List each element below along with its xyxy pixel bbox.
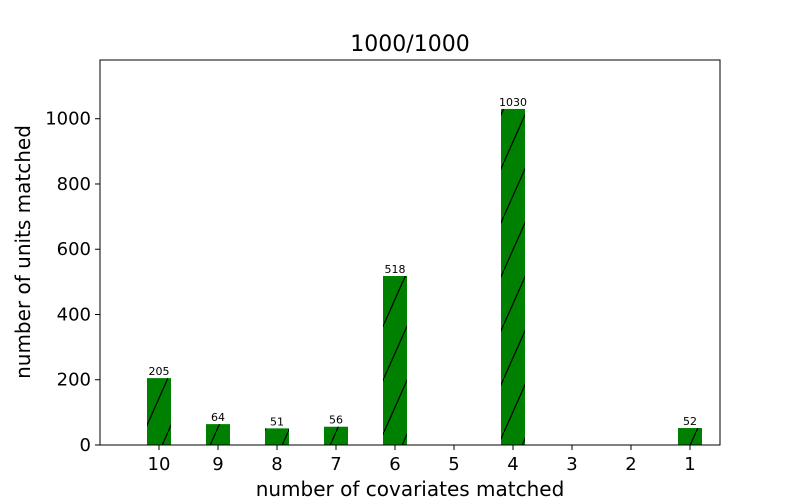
- x-tick-label-6: 6: [389, 454, 400, 475]
- data-label-9: 64: [211, 411, 225, 424]
- x-axis-label: number of covariates matched: [256, 477, 565, 500]
- y-tick-label-400: 400: [57, 304, 91, 325]
- data-label-6: 518: [385, 263, 406, 276]
- bars-layer: [147, 108, 702, 446]
- x-tick-label-4: 4: [507, 454, 518, 475]
- bar-hatch-10: [147, 378, 171, 445]
- y-axis-label: number of units matched: [11, 125, 35, 379]
- x-tick-label-10: 10: [148, 454, 171, 475]
- data-label-4: 1030: [499, 96, 527, 109]
- y-tick-label-0: 0: [80, 435, 91, 456]
- x-tick-label-8: 8: [271, 454, 282, 475]
- data-label-7: 56: [329, 414, 343, 427]
- plot-frame: [99, 59, 721, 446]
- x-tick-label-9: 9: [212, 454, 223, 475]
- data-label-10: 205: [149, 365, 170, 378]
- y-tick-label-1000: 1000: [45, 109, 91, 130]
- data-label-1: 52: [683, 415, 697, 428]
- chart-title: 1000/1000: [350, 32, 469, 57]
- bar-hatch-9: [206, 424, 230, 445]
- bar-hatch-6: [383, 275, 407, 445]
- y-tick-label-800: 800: [57, 174, 91, 195]
- y-tick-label-600: 600: [57, 239, 91, 260]
- y-axis: 0 200 400 600 800 1000: [45, 109, 100, 456]
- bar-hatch-4: [501, 108, 525, 446]
- bar-hatch-8: [265, 428, 289, 445]
- bar-hatch-1: [678, 428, 702, 445]
- x-axis: 10 9 8 7 6 5 4 3 2 1: [148, 445, 696, 475]
- x-tick-label-5: 5: [448, 454, 459, 475]
- y-tick-label-200: 200: [57, 370, 91, 391]
- bar-hatch-7: [324, 426, 348, 445]
- x-tick-label-7: 7: [330, 454, 341, 475]
- x-tick-label-1: 1: [684, 454, 695, 475]
- data-labels-layer: 205 64 51 56 518 1030 52: [149, 96, 698, 428]
- x-tick-label-2: 2: [625, 454, 636, 475]
- x-tick-label-3: 3: [566, 454, 577, 475]
- data-label-8: 51: [270, 415, 284, 428]
